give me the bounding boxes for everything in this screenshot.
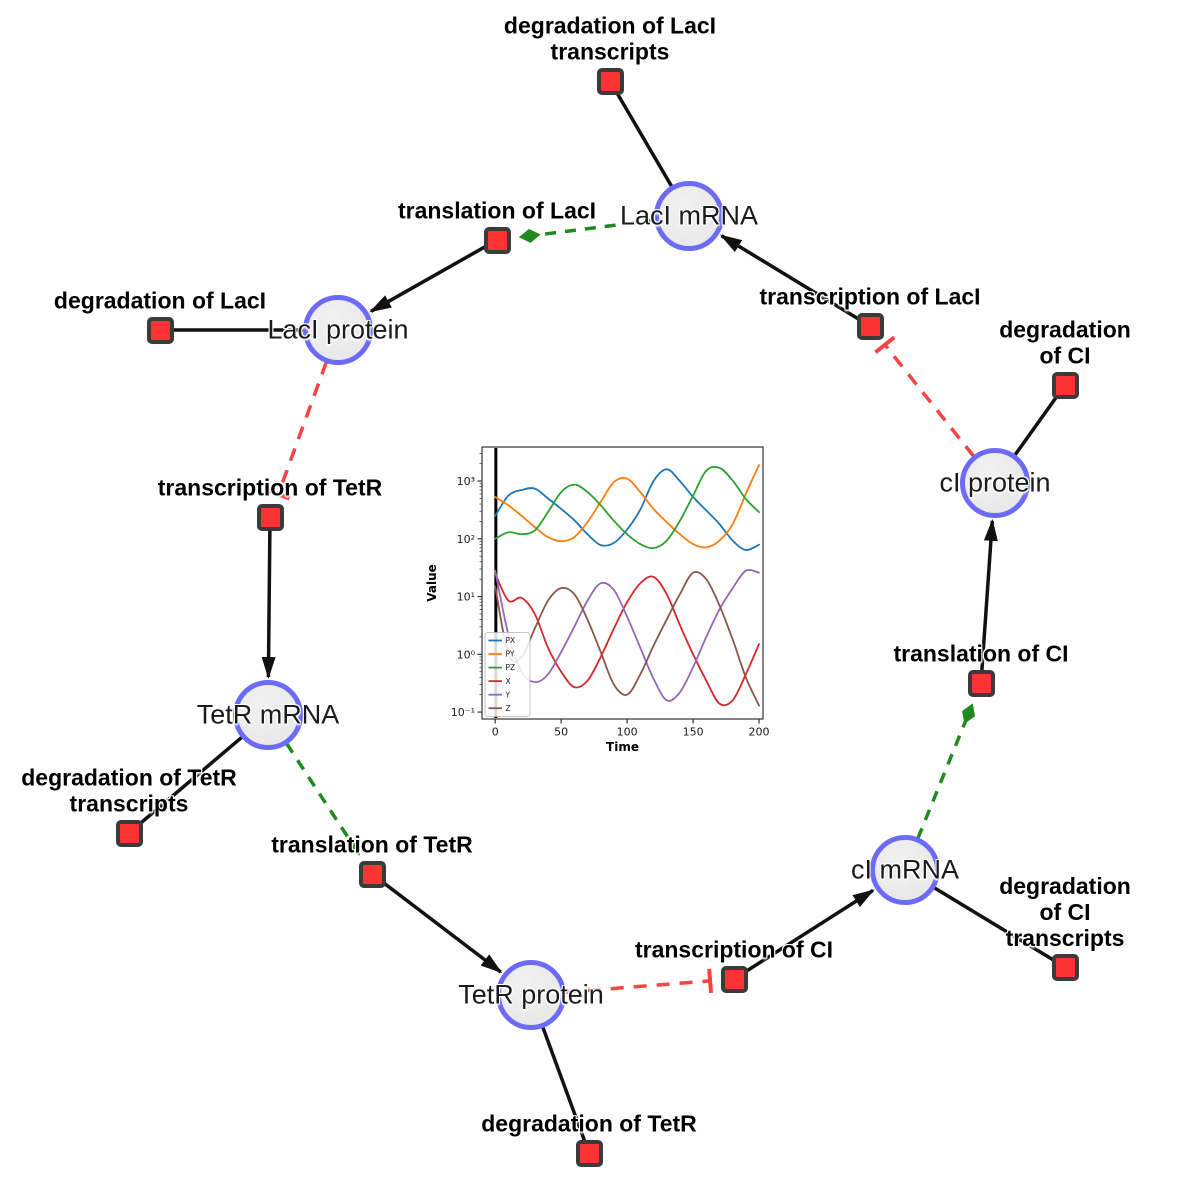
svg-text:50: 50 xyxy=(554,726,568,739)
y-axis-ticks: 10⁻¹ 10⁰ 10¹ 10² 10³ xyxy=(451,475,482,719)
reaction-node-deg-tetr[interactable] xyxy=(575,1139,603,1167)
plot-frame xyxy=(481,446,764,720)
reaction-label-deg-laci: degradation of LacI xyxy=(53,287,267,314)
reaction-label-txn-laci: transcription of LacI xyxy=(759,283,981,310)
consumption-edge-tetr-protein-deg-tetr xyxy=(540,1025,591,1154)
reaction-node-deg-ci[interactable] xyxy=(1051,371,1079,399)
production-edge-transl-ci-ci-protein xyxy=(979,518,998,684)
legend-entry-Y: Y xyxy=(505,690,511,699)
series-line-X xyxy=(494,572,760,707)
production-edge-txn-ci-ci-mrna xyxy=(733,888,875,981)
svg-text:10²: 10² xyxy=(457,533,475,546)
species-node-ci-protein[interactable] xyxy=(960,448,1030,518)
species-node-tetr-protein[interactable] xyxy=(496,960,566,1030)
reaction-label-deg-tetr: degradation of TetR xyxy=(481,1110,697,1137)
species-label-tetr-protein: TetR protein xyxy=(458,979,604,1010)
reaction-label-deg-ci-tx: degradation of CI transcripts xyxy=(999,872,1131,951)
series-line-PZ xyxy=(494,465,760,550)
svg-text:10⁻¹: 10⁻¹ xyxy=(451,706,475,719)
reaction-label-transl-tetr: translation of TetR xyxy=(271,831,473,858)
legend-entry-PZ: PZ xyxy=(506,663,516,672)
legend-entry-X: X xyxy=(506,677,511,686)
consumption-edge-tetr-mrna-deg-tetr-tx xyxy=(127,735,244,835)
reaction-label-txn-tetr: transcription of TetR xyxy=(157,474,383,501)
reaction-node-transl-laci[interactable] xyxy=(483,226,511,254)
production-edge-txn-tetr-tetr-mrna xyxy=(261,516,276,679)
series-line-Z xyxy=(494,570,760,707)
species-node-laci-mrna[interactable] xyxy=(654,181,724,251)
svg-text:10⁰: 10⁰ xyxy=(457,648,476,661)
inhibition-edge-ci-protein-txn-laci xyxy=(874,335,976,458)
svg-text:150: 150 xyxy=(683,726,704,739)
legend-entry-Z: Z xyxy=(506,704,511,713)
reaction-node-deg-laci[interactable] xyxy=(146,316,174,344)
legend-entry-PX: PX xyxy=(506,636,516,645)
y-axis-label: Value xyxy=(425,564,439,602)
reaction-label-deg-laci-tx: degradation of LacI transcripts xyxy=(503,12,717,65)
species-label-ci-mrna: cI mRNA xyxy=(851,854,959,885)
species-label-tetr-mrna: TetR mRNA xyxy=(196,699,340,730)
reaction-label-transl-ci: translation of CI xyxy=(893,640,1069,667)
reaction-node-deg-tetr-tx[interactable] xyxy=(115,819,143,847)
series-line-PY xyxy=(494,464,760,549)
legend-entry-PY: PY xyxy=(506,650,515,659)
production-edge-transl-laci-laci-protein xyxy=(369,238,498,313)
reaction-label-txn-ci: transcription of CI xyxy=(634,936,834,963)
species-node-ci-mrna[interactable] xyxy=(870,835,940,905)
svg-text:10¹: 10¹ xyxy=(457,591,475,604)
production-edge-txn-laci-laci-mrna xyxy=(719,234,871,328)
reaction-node-deg-ci-tx[interactable] xyxy=(1051,953,1079,981)
species-label-laci-mrna: LacI mRNA xyxy=(619,200,759,231)
chart-legend: PX PY PZ XYZ xyxy=(484,632,531,717)
reaction-label-transl-laci: translation of LacI xyxy=(397,197,597,224)
species-label-ci-protein: cI protein xyxy=(939,467,1051,498)
production-edge-transl-tetr-tetr-protein xyxy=(370,872,503,974)
consumption-edge-laci-mrna-deg-laci-tx xyxy=(608,80,674,189)
x-axis-label: Time xyxy=(606,740,639,754)
reaction-node-transl-ci[interactable] xyxy=(967,669,995,697)
reaction-node-txn-ci[interactable] xyxy=(720,965,748,993)
species-label-laci-protein: LacI protein xyxy=(267,314,409,345)
reaction-label-deg-ci: degradation of CI xyxy=(999,316,1131,369)
species-node-tetr-mrna[interactable] xyxy=(233,680,303,750)
svg-text:0: 0 xyxy=(492,726,499,739)
consumption-edge-ci-mrna-deg-ci-tx xyxy=(932,885,1066,969)
reaction-node-transl-tetr[interactable] xyxy=(358,860,386,888)
series-line-Y xyxy=(494,569,760,702)
series-line-PX xyxy=(494,468,760,551)
modifier-edge-tetr-mrna-transl-tetr xyxy=(285,742,360,856)
x-axis-ticks: 0 50 100 150 200 xyxy=(492,719,770,739)
inhibition-edge-laci-protein-txn-tetr xyxy=(266,361,329,501)
modifier-edge-laci-mrna-transl-laci xyxy=(518,218,656,243)
reaction-node-deg-laci-tx[interactable] xyxy=(596,67,624,95)
svg-text:200: 200 xyxy=(749,726,770,739)
reaction-node-txn-tetr[interactable] xyxy=(256,503,284,531)
inhibition-edge-tetr-protein-txn-ci xyxy=(564,968,714,995)
svg-text:10³: 10³ xyxy=(457,475,475,488)
reaction-label-deg-tetr-tx: degradation of TetR transcripts xyxy=(21,764,237,817)
modifier-edge-ci-mrna-transl-ci xyxy=(916,703,976,840)
species-node-laci-protein[interactable] xyxy=(303,295,373,365)
reaction-node-txn-laci[interactable] xyxy=(856,312,884,340)
svg-text:100: 100 xyxy=(617,726,638,739)
